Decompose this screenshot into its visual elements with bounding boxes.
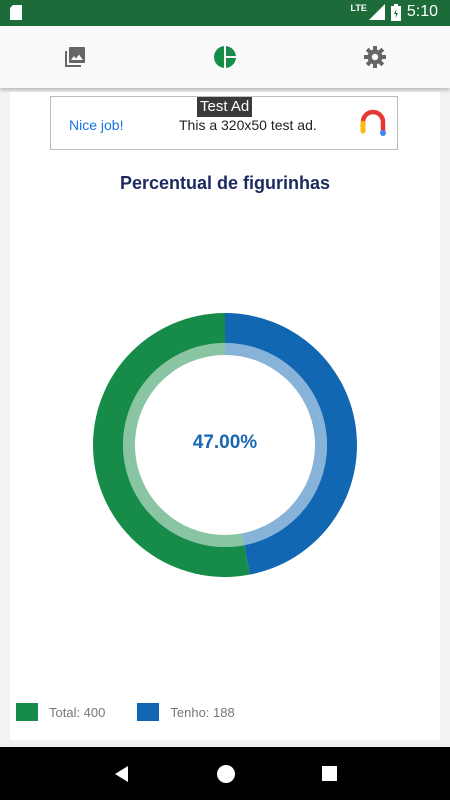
gallery-icon: [65, 47, 85, 67]
system-navigation-bar: [0, 747, 450, 800]
settings-icon: [364, 46, 386, 68]
legend-label-tenho: Tenho: 188: [170, 704, 235, 720]
battery-icon: [390, 3, 401, 21]
tab-gallery[interactable]: [45, 27, 105, 87]
legend-item-tenho: Tenho: 188: [137, 703, 235, 721]
donut-slice-total: [93, 313, 250, 577]
donut-slice-tenho: [225, 313, 358, 575]
legend-swatch-total: [16, 703, 38, 721]
donut-chart: [93, 313, 358, 577]
tab-chart[interactable]: [195, 27, 255, 87]
top-navigation: [0, 26, 450, 88]
clock: 5:10: [406, 3, 438, 20]
ad-headline[interactable]: Nice job!: [69, 117, 124, 133]
donut-slice-inner-tenho: [225, 343, 327, 546]
sd-card-icon: [10, 5, 22, 20]
ad-text: This a 320x50 test ad.: [179, 117, 317, 133]
ad-tag: Test Ad: [197, 97, 253, 117]
pie-chart-icon: [214, 46, 236, 68]
home-icon[interactable]: [216, 764, 236, 784]
ad-logo-icon: [360, 109, 386, 136]
chart-center-percentage: 47.00%: [192, 432, 258, 453]
chart-title: Percentual de figurinhas: [119, 173, 331, 193]
content-card: [10, 92, 440, 740]
legend-label-total: Total: 400: [49, 704, 106, 720]
chart-legend: Total: 400 Tenho: 188: [16, 703, 267, 721]
legend-item-total: Total: 400: [16, 703, 105, 721]
status-bar: LTE 5:10: [0, 0, 450, 26]
network-type: LTE: [350, 3, 367, 13]
back-icon[interactable]: [113, 765, 131, 783]
legend-swatch-tenho: [137, 703, 160, 721]
signal-icon: [368, 4, 385, 20]
ad-banner[interactable]: Test Ad Nice job! This a 320x50 test ad.: [50, 96, 398, 150]
recents-icon[interactable]: [321, 765, 338, 782]
tab-settings[interactable]: [345, 27, 405, 87]
